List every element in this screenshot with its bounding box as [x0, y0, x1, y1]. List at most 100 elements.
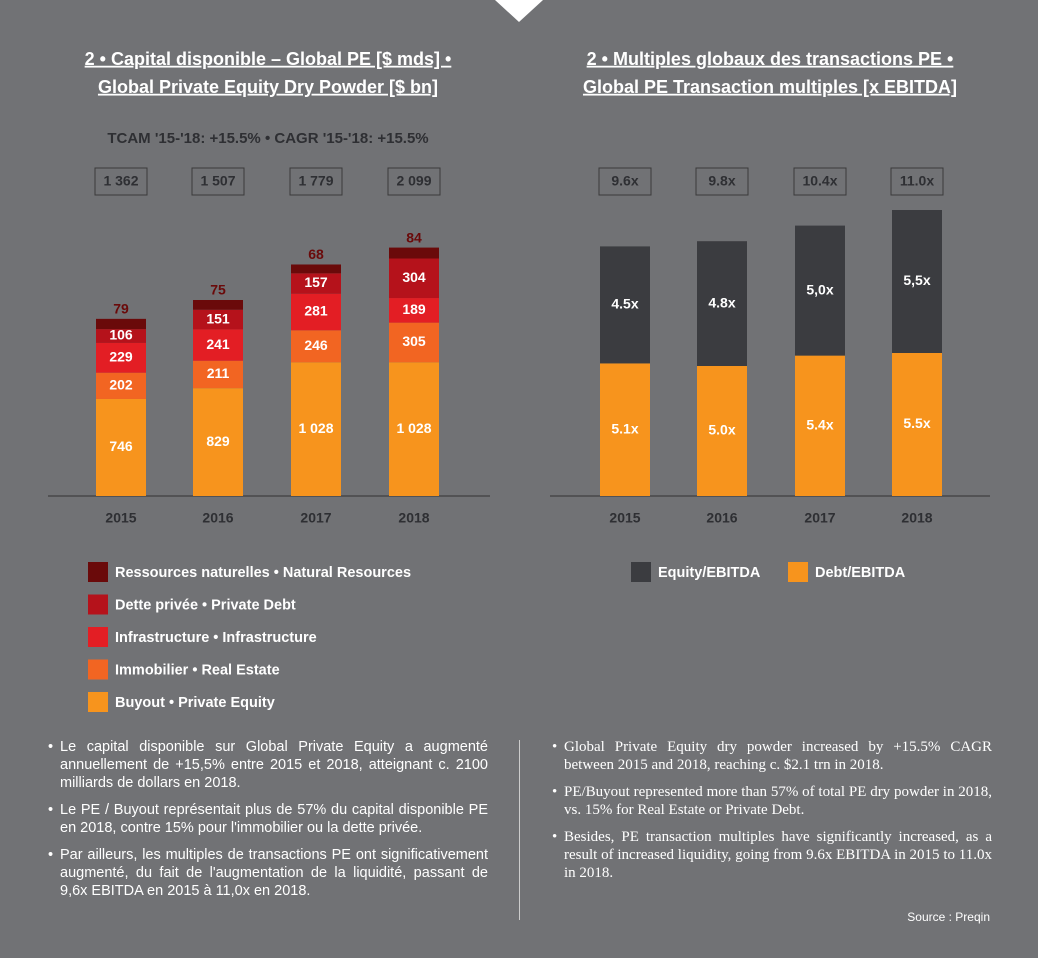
bar-segment	[795, 355, 845, 496]
bullet: Par ailleurs, les multiples de transacti…	[48, 846, 488, 900]
data-label: 5,0x	[806, 281, 833, 297]
left-bullets: Le capital disponible sur Global Private…	[48, 738, 488, 909]
total-box	[598, 167, 652, 196]
legend-label: Debt/EBITDA	[815, 565, 906, 581]
data-label: 4.5x	[611, 296, 638, 312]
total-label: 10.4x	[802, 173, 837, 189]
data-label: 79	[113, 301, 129, 317]
total-box	[793, 167, 847, 196]
data-label: 106	[109, 327, 133, 343]
data-label: 5.1x	[611, 420, 638, 436]
legend-label: Immobilier • Real Estate	[115, 662, 280, 678]
total-label: 1 507	[200, 173, 235, 189]
right-bullets: Global Private Equity dry powder increas…	[552, 738, 992, 891]
data-label: 5.0x	[708, 422, 735, 438]
bar-segment	[389, 247, 439, 259]
bar-segment	[193, 299, 243, 310]
bar-segment	[193, 360, 243, 389]
data-label: 1 028	[298, 420, 333, 436]
bar-segment	[600, 363, 650, 496]
legend-label: Equity/EBITDA	[658, 565, 761, 581]
legend-swatch	[88, 659, 108, 680]
legend-label: Dette privée • Private Debt	[115, 597, 296, 613]
data-label: 304	[402, 269, 426, 285]
bullet: Global Private Equity dry powder increas…	[552, 738, 992, 774]
data-label: 746	[109, 438, 133, 454]
bar-segment	[96, 372, 146, 399]
total-box	[890, 167, 944, 196]
data-label: 84	[406, 229, 422, 245]
notch	[495, 0, 543, 22]
chart-title: Global Private Equity Dry Powder [$ bn]	[98, 77, 438, 97]
chart-title: 2 • Capital disponible – Global PE [$ md…	[85, 49, 452, 69]
bar-segment	[697, 366, 747, 496]
bar-segment	[389, 258, 439, 299]
x-tick-label: 2016	[706, 510, 737, 526]
bullet: Le PE / Buyout représentait plus de 57% …	[48, 801, 488, 837]
legend-swatch	[88, 562, 108, 582]
bar-segment	[389, 362, 439, 496]
legend-swatch	[88, 692, 108, 712]
chart-subtitle: TCAM '15-'18: +15.5% • CAGR '15-'18: +15…	[107, 130, 428, 147]
data-label: 151	[206, 310, 230, 326]
data-label: 202	[109, 377, 133, 393]
total-box	[191, 167, 245, 196]
bar-segment	[389, 298, 439, 323]
x-tick-label: 2018	[398, 510, 429, 526]
total-label: 9.6x	[611, 173, 638, 189]
bar-segment	[96, 329, 146, 343]
bar-segment	[600, 246, 650, 364]
data-label: 211	[207, 365, 230, 381]
bar-segment	[193, 309, 243, 330]
bar-segment	[892, 353, 942, 496]
total-label: 1 362	[103, 173, 138, 189]
legend-swatch	[631, 562, 651, 582]
legend-swatch	[788, 562, 808, 582]
bar-segment	[291, 330, 341, 363]
data-label: 5.4x	[806, 417, 833, 433]
data-label: 229	[109, 349, 133, 365]
bullet: PE/Buyout represented more than 57% of t…	[552, 783, 992, 819]
bar-segment	[193, 388, 243, 496]
x-tick-label: 2015	[105, 510, 136, 526]
data-label: 5.5x	[903, 415, 930, 431]
total-label: 1 779	[298, 173, 333, 189]
legend-label: Ressources naturelles • Natural Resource…	[115, 565, 411, 581]
data-label: 241	[206, 336, 230, 352]
total-box	[94, 167, 148, 196]
bar-segment	[291, 362, 341, 496]
bar-segment	[291, 273, 341, 294]
total-label: 11.0x	[900, 173, 934, 189]
data-label: 1 028	[396, 420, 431, 436]
x-tick-label: 2017	[804, 510, 835, 526]
total-label: 9.8x	[708, 173, 735, 189]
bullet: Le capital disponible sur Global Private…	[48, 738, 488, 792]
source: Source : Preqin	[907, 910, 990, 924]
data-label: 68	[308, 246, 324, 262]
total-label: 2 099	[396, 173, 431, 189]
legend-swatch	[88, 594, 108, 615]
bar-segment	[795, 225, 845, 356]
legend-label: Infrastructure • Infrastructure	[115, 630, 317, 646]
data-label: 4.8x	[708, 294, 735, 310]
data-label: 246	[304, 337, 328, 353]
bar-segment	[892, 210, 942, 353]
bar-segment	[389, 322, 439, 363]
total-box	[695, 167, 749, 196]
x-tick-label: 2016	[202, 510, 233, 526]
total-box	[387, 167, 441, 196]
data-label: 157	[304, 274, 328, 290]
bar-segment	[193, 329, 243, 361]
data-label: 189	[402, 301, 426, 317]
data-label: 5,5x	[903, 272, 930, 288]
bar-segment	[291, 293, 341, 331]
x-tick-label: 2015	[609, 510, 640, 526]
data-label: 281	[304, 303, 328, 319]
chart-title: Global PE Transaction multiples [x EBITD…	[583, 77, 957, 97]
bar-segment	[96, 398, 146, 496]
x-tick-label: 2017	[300, 510, 331, 526]
bar-segment	[96, 342, 146, 373]
x-tick-label: 2018	[901, 510, 932, 526]
